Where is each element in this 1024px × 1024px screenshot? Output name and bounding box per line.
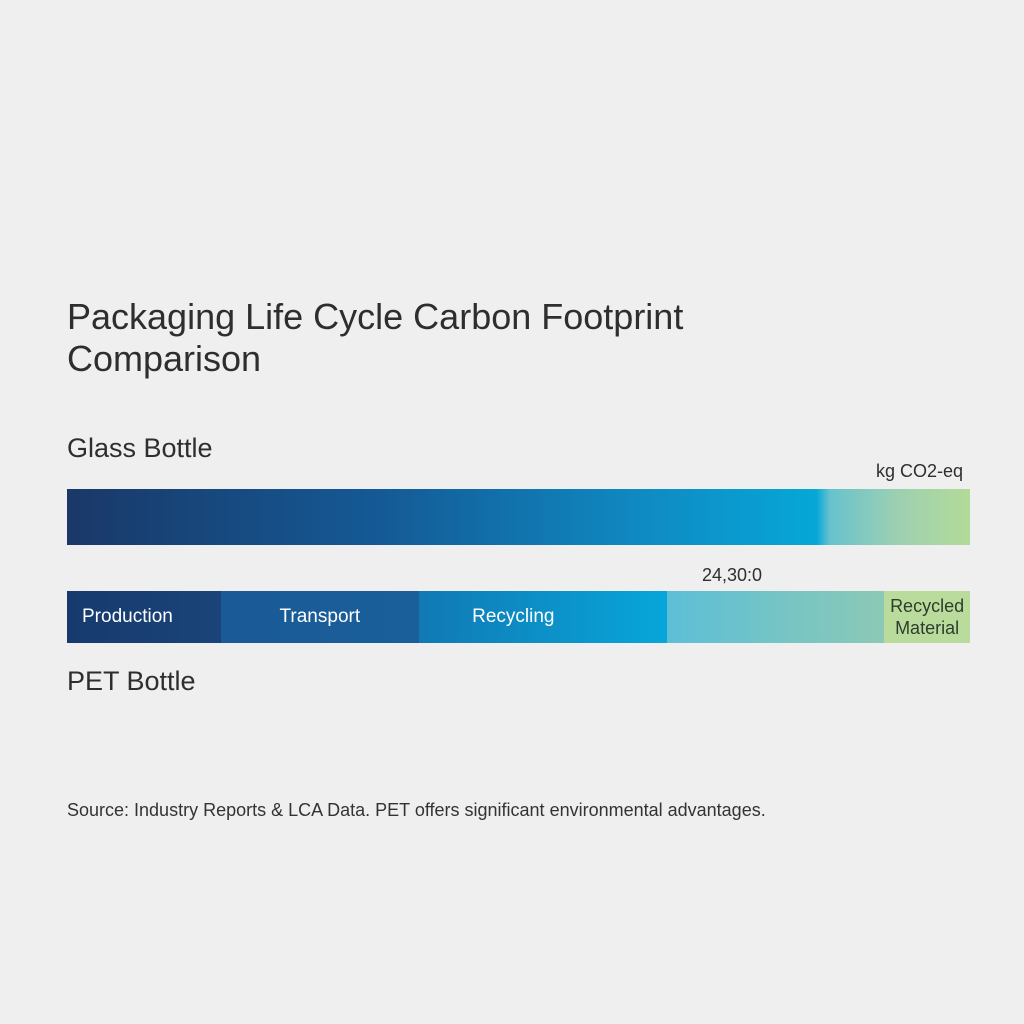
glass-bottle-label: Glass Bottle (67, 433, 213, 463)
segment-label-recycling: Recycling (472, 606, 555, 627)
pet-segment-recycling: Recycling (419, 591, 668, 643)
segment-label-transport: Transport (279, 606, 361, 627)
segment-label-recycled-material: Recycled Material (890, 596, 965, 638)
pet-segment-unlabeled (667, 591, 885, 643)
chart-title: Packaging Life Cycle Carbon Footprint Co… (67, 296, 684, 379)
pet-segment-recycled-material: Recycled Material (884, 591, 970, 643)
pet-bottle-bar: Production Transport Recycling Recycled … (67, 591, 970, 643)
source-note: Source: Industry Reports & LCA Data. PET… (67, 800, 766, 820)
pet-bottle-label: PET Bottle (67, 666, 196, 696)
value-label: 24,30:0 (702, 565, 763, 585)
unit-label: kg CO2-eq (875, 461, 963, 481)
glass-bottle-bar (67, 489, 970, 545)
pet-segment-transport: Transport (220, 591, 420, 643)
segment-label-production: Production (82, 606, 173, 627)
pet-segment-production: Production (67, 591, 221, 643)
